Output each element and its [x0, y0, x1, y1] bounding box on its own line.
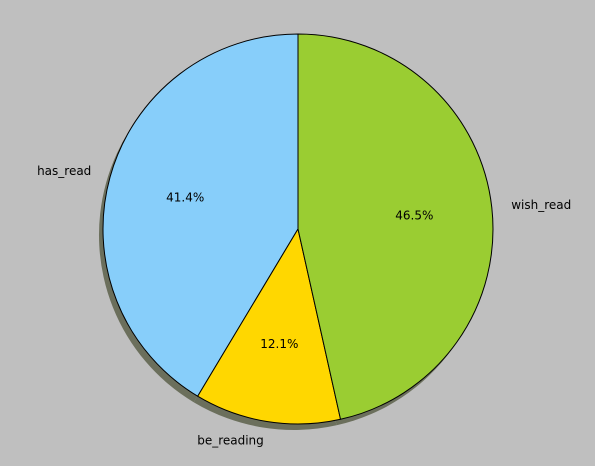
label-wish-read: wish_read — [511, 198, 571, 212]
slice-has-read — [102, 33, 299, 397]
label-be-reading: be_reading — [197, 433, 264, 447]
percent-be-reading: 12.1% — [260, 337, 298, 351]
percent-has-read: 41.4% — [166, 190, 204, 204]
slice-wish-read — [297, 33, 494, 420]
pie-labels: has_read 41.4% be_reading 12.1% wish_read 46.… — [37, 164, 571, 447]
slice-be-reading — [197, 228, 342, 425]
label-has-read: has_read — [37, 164, 91, 178]
percent-wish-read: 46.5% — [395, 209, 433, 223]
pie-slices — [102, 33, 494, 425]
